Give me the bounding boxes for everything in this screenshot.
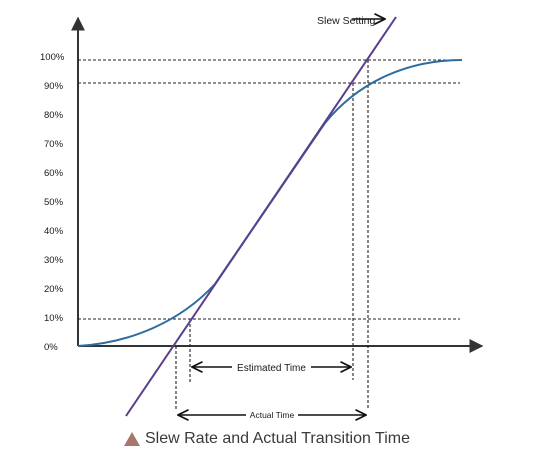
- slew-setting-line: [125, 16, 397, 417]
- caption-container: Slew Rate and Actual Transition Time: [0, 430, 534, 451]
- slew-setting-label: Slew Setting: [317, 15, 376, 27]
- vertical-guides: [175, 60, 369, 410]
- y-tick-20: 20%: [44, 284, 64, 295]
- y-tick-30: 30%: [44, 255, 64, 266]
- y-tick-80: 80%: [44, 110, 64, 121]
- y-tick-0: 0%: [44, 342, 58, 353]
- figure-caption: Slew Rate and Actual Transition Time: [123, 430, 411, 448]
- y-tick-40: 40%: [44, 226, 64, 237]
- y-tick-50: 50%: [44, 197, 64, 208]
- y-tick-labels: 0% 10% 20% 30% 40% 50% 60% 70% 80% 90% 1…: [40, 52, 65, 353]
- actual-time-label: Actual Time: [250, 410, 295, 420]
- triangle-icon: [123, 431, 140, 446]
- y-tick-60: 60%: [44, 168, 64, 179]
- y-tick-70: 70%: [44, 139, 64, 150]
- y-tick-90: 90%: [44, 81, 64, 92]
- horizontal-guides: [78, 59, 460, 320]
- estimated-time-label: Estimated Time: [237, 363, 306, 374]
- caption-text: Slew Rate and Actual Transition Time: [144, 430, 411, 447]
- y-tick-10: 10%: [44, 313, 64, 324]
- y-tick-100: 100%: [40, 52, 65, 63]
